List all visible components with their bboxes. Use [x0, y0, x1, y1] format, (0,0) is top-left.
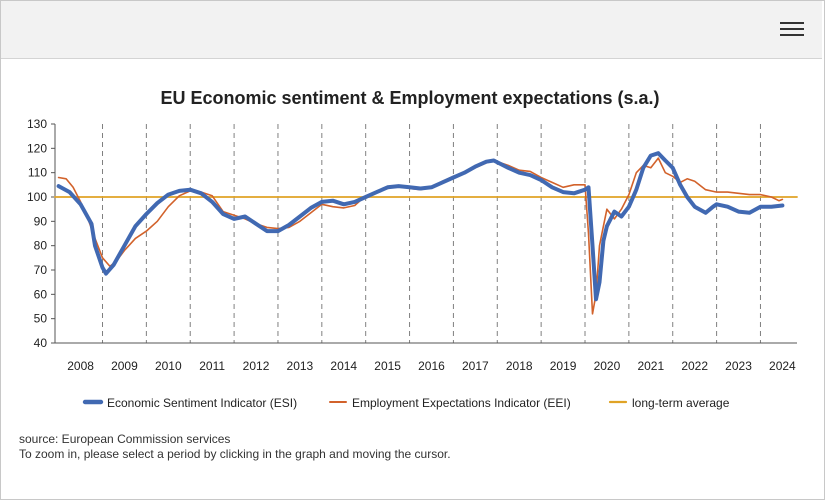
x-tick-label: 2009: [111, 359, 138, 373]
x-tick-label: 2015: [374, 359, 401, 373]
x-tick-label: 2014: [330, 359, 357, 373]
y-tick-label: 70: [34, 263, 48, 277]
y-tick-label: 50: [34, 312, 48, 326]
legend-label[interactable]: long-term average: [632, 396, 730, 410]
x-tick-label: 2024: [769, 359, 796, 373]
series-line-2[interactable]: [57, 157, 784, 315]
y-tick-label: 110: [28, 166, 47, 180]
source-note: source: European Commission services: [19, 432, 231, 446]
x-tick-label: 2008: [67, 359, 94, 373]
y-tick-label: 40: [34, 336, 48, 350]
chart-title: EU Economic sentiment & Employment expec…: [160, 88, 659, 108]
x-tick-label: 2011: [199, 359, 225, 373]
legend-label[interactable]: Employment Expectations Indicator (EEI): [352, 396, 571, 410]
x-tick-label: 2022: [681, 359, 708, 373]
y-tick-label: 100: [27, 190, 47, 204]
y-tick-label: 90: [34, 214, 48, 228]
x-tick-label: 2013: [287, 359, 314, 373]
x-tick-label: 2012: [243, 359, 270, 373]
hamburger-menu-icon[interactable]: [780, 19, 804, 39]
chart-footer: source: European Commission services To …: [19, 432, 451, 462]
legend-label[interactable]: Economic Sentiment Indicator (ESI): [107, 396, 297, 410]
y-tick-label: 60: [34, 287, 48, 301]
y-tick-label: 80: [34, 239, 48, 253]
x-tick-label: 2010: [155, 359, 182, 373]
toolbar: [1, 1, 822, 59]
zoom-instruction: To zoom in, please select a period by cl…: [19, 447, 451, 461]
x-tick-label: 2019: [550, 359, 577, 373]
x-tick-label: 2016: [418, 359, 445, 373]
x-tick-label: 2017: [462, 359, 489, 373]
x-tick-label: 2021: [637, 359, 664, 373]
x-tick-label: 2020: [594, 359, 621, 373]
x-tick-label: 2018: [506, 359, 533, 373]
legend: Economic Sentiment Indicator (ESI) Employ…: [82, 396, 730, 410]
x-tick-label: 2023: [725, 359, 752, 373]
y-tick-label: 130: [27, 117, 47, 131]
y-tick-label: 120: [27, 141, 47, 155]
series-line-1[interactable]: [56, 151, 785, 302]
